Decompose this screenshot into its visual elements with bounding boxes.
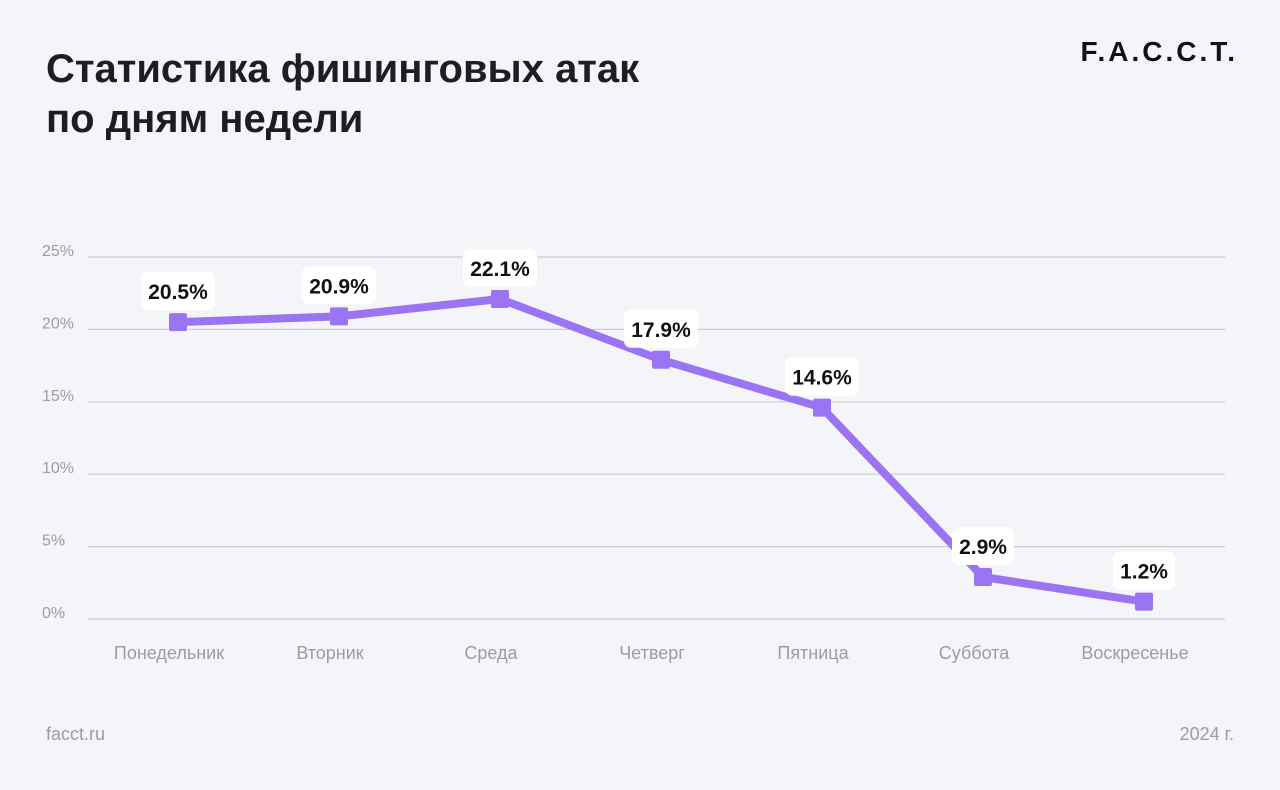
y-tick-label: 15%	[42, 388, 74, 405]
y-tick-label: 0%	[42, 605, 65, 622]
data-point	[652, 350, 670, 369]
data-label: 2.9%	[959, 536, 1007, 559]
data-point	[813, 398, 831, 417]
chart-title-line-2: по дням недели	[46, 97, 364, 141]
data-point	[491, 289, 509, 308]
data-point	[1135, 592, 1153, 611]
facct-logo: F.A.C.C.T.	[1080, 36, 1238, 67]
data-label-box	[624, 309, 698, 348]
data-label-box	[302, 266, 376, 305]
data-label-box	[952, 527, 1014, 566]
x-tick-label: Четверг	[619, 643, 685, 663]
data-points	[169, 289, 1153, 611]
data-label-box	[785, 357, 859, 396]
y-axis-ticks: 0% 5% 10% 15% 20% 25%	[42, 243, 74, 622]
data-label-box	[141, 272, 215, 311]
y-tick-label: 5%	[42, 533, 65, 550]
data-label: 22.1%	[470, 258, 530, 281]
data-point	[974, 568, 992, 587]
data-label: 1.2%	[1120, 561, 1168, 584]
x-tick-label: Пятница	[777, 643, 849, 663]
site-link[interactable]: facct.ru	[46, 724, 106, 744]
x-tick-label: Воскресенье	[1081, 643, 1188, 663]
data-label: 17.9%	[631, 319, 691, 342]
year-label: 2024 г.	[1179, 724, 1234, 744]
x-axis-ticks: Понедельник Вторник Среда Четверг Пятница Суб…	[114, 643, 1189, 663]
data-label-box	[463, 248, 537, 287]
data-label: 20.9%	[309, 275, 369, 298]
y-tick-label: 25%	[42, 243, 74, 260]
x-tick-label: Понедельник	[114, 643, 224, 663]
x-tick-label: Суббота	[939, 643, 1010, 663]
x-tick-label: Вторник	[296, 643, 363, 663]
data-point	[330, 307, 348, 326]
data-label: 20.5%	[148, 281, 208, 304]
data-labels: 20.5% 20.9% 22.1% 17.9% 14.6% 2.9% 1.2%	[141, 248, 1175, 590]
x-tick-label: Среда	[464, 643, 518, 663]
y-tick-label: 10%	[42, 460, 74, 477]
chart-title: Статистика фишинговых атак по дням недел…	[46, 44, 806, 144]
chart-title-line-1: Статистика фишинговых атак	[46, 47, 640, 91]
y-tick-label: 20%	[42, 315, 74, 332]
data-point	[169, 313, 187, 332]
data-label-box	[1113, 551, 1175, 590]
data-label: 14.6%	[792, 367, 852, 390]
